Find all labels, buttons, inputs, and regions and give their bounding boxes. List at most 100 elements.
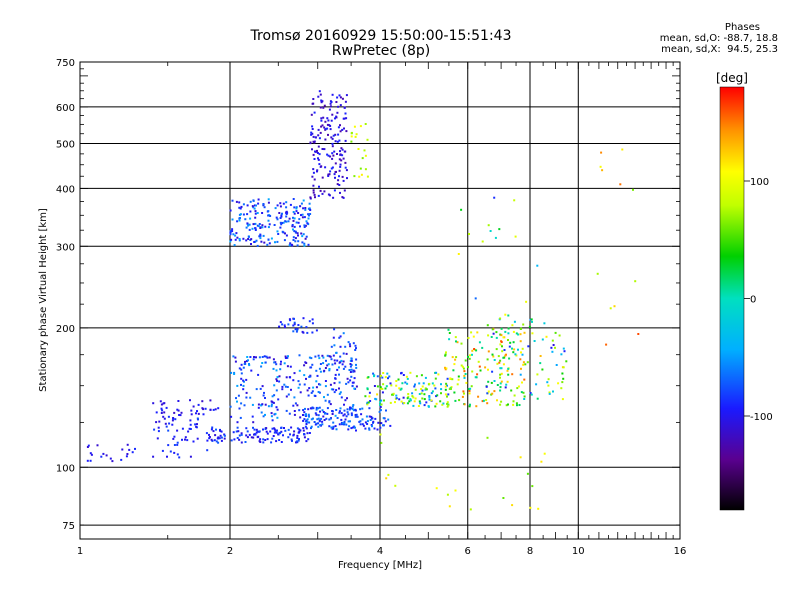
data-point bbox=[235, 200, 238, 203]
data-point bbox=[297, 386, 300, 389]
data-point bbox=[404, 381, 407, 384]
data-point bbox=[338, 387, 340, 390]
data-point bbox=[332, 427, 335, 430]
data-point bbox=[236, 437, 239, 439]
data-point bbox=[517, 333, 520, 336]
data-point bbox=[352, 381, 355, 384]
data-point bbox=[555, 364, 558, 366]
data-point bbox=[331, 363, 334, 366]
data-point bbox=[347, 420, 350, 423]
data-point bbox=[499, 403, 502, 406]
data-point bbox=[311, 363, 314, 366]
data-point bbox=[307, 213, 310, 216]
data-point bbox=[306, 418, 309, 421]
data-point bbox=[414, 388, 417, 391]
data-point bbox=[265, 355, 268, 358]
data-point bbox=[332, 196, 335, 199]
data-point bbox=[307, 243, 310, 246]
data-point bbox=[282, 231, 285, 234]
data-point bbox=[312, 386, 315, 389]
data-point bbox=[342, 367, 345, 370]
data-point bbox=[381, 387, 384, 390]
data-point bbox=[448, 505, 451, 508]
data-point bbox=[301, 241, 304, 244]
data-point bbox=[174, 418, 177, 421]
data-point bbox=[289, 242, 292, 245]
data-point bbox=[315, 369, 318, 372]
data-point bbox=[279, 432, 282, 435]
data-point bbox=[377, 421, 380, 424]
data-point bbox=[339, 130, 342, 133]
data-point bbox=[243, 404, 246, 407]
data-point bbox=[275, 363, 278, 366]
data-point bbox=[317, 134, 320, 137]
data-point bbox=[320, 165, 323, 168]
data-point bbox=[330, 388, 333, 391]
data-point bbox=[355, 133, 358, 136]
data-point bbox=[523, 395, 526, 398]
data-point bbox=[302, 199, 305, 202]
data-point bbox=[275, 431, 278, 434]
data-point bbox=[428, 396, 431, 399]
data-point bbox=[340, 159, 343, 162]
data-point bbox=[379, 426, 382, 429]
data-point bbox=[446, 405, 449, 408]
data-point bbox=[366, 423, 369, 425]
data-point bbox=[415, 375, 418, 378]
data-point bbox=[239, 213, 242, 216]
data-point bbox=[268, 356, 271, 359]
data-point bbox=[349, 345, 352, 348]
data-point bbox=[326, 127, 329, 130]
data-point bbox=[305, 326, 308, 329]
data-point bbox=[401, 382, 404, 385]
data-point bbox=[380, 422, 383, 425]
data-point bbox=[301, 216, 304, 219]
data-point bbox=[294, 231, 297, 234]
data-point bbox=[492, 332, 495, 335]
data-point bbox=[504, 386, 507, 389]
data-point bbox=[284, 326, 286, 329]
data-point bbox=[252, 358, 255, 361]
data-point bbox=[289, 319, 292, 322]
data-point bbox=[274, 430, 277, 433]
data-point bbox=[344, 166, 347, 169]
data-point bbox=[517, 385, 520, 388]
data-point bbox=[484, 366, 487, 369]
data-point bbox=[511, 504, 514, 507]
colorbar-tick-label: 0 bbox=[750, 295, 756, 306]
data-point bbox=[318, 185, 320, 188]
data-point bbox=[366, 403, 369, 406]
data-point bbox=[326, 412, 329, 415]
data-point bbox=[348, 369, 351, 371]
data-point bbox=[263, 355, 266, 358]
data-point bbox=[522, 323, 525, 326]
data-point bbox=[219, 434, 222, 437]
data-point bbox=[299, 416, 302, 419]
data-point bbox=[317, 95, 320, 98]
data-point bbox=[157, 426, 160, 429]
data-point bbox=[337, 105, 340, 108]
data-point bbox=[541, 368, 544, 371]
data-point bbox=[381, 391, 384, 394]
data-point bbox=[335, 351, 338, 354]
data-point bbox=[240, 205, 243, 208]
data-point bbox=[510, 389, 513, 392]
data-point bbox=[335, 101, 338, 103]
data-point bbox=[248, 433, 251, 436]
data-point bbox=[364, 395, 367, 398]
data-point bbox=[456, 341, 459, 344]
data-point bbox=[324, 128, 327, 131]
data-point bbox=[469, 387, 472, 390]
data-point bbox=[195, 412, 197, 415]
data-point bbox=[605, 343, 608, 346]
data-point bbox=[546, 381, 549, 384]
data-point bbox=[266, 432, 269, 435]
data-point bbox=[255, 428, 258, 431]
data-point bbox=[405, 375, 408, 378]
data-point bbox=[418, 400, 421, 403]
data-point bbox=[279, 205, 282, 208]
data-point bbox=[561, 398, 564, 401]
data-point bbox=[238, 201, 241, 204]
data-point bbox=[507, 332, 510, 335]
data-point bbox=[339, 391, 342, 394]
